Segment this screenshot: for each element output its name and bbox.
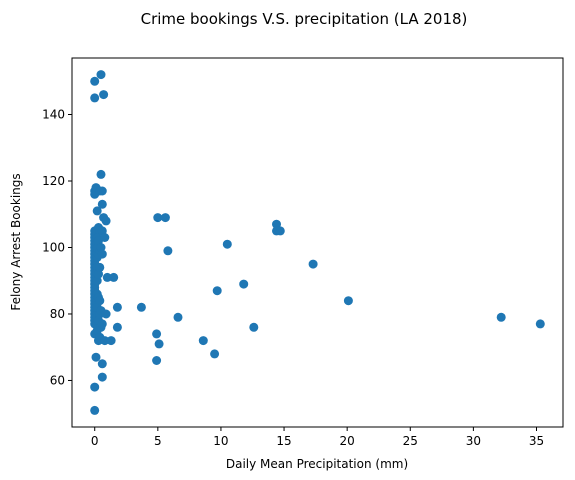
- y-tick-label: 140: [42, 108, 65, 122]
- data-point: [100, 233, 110, 242]
- data-point: [272, 219, 281, 229]
- data-point: [173, 312, 183, 322]
- data-point: [249, 322, 259, 332]
- data-point: [90, 76, 100, 86]
- data-point: [97, 199, 107, 209]
- y-axis-ticks: 60 80 100 120 140: [42, 108, 72, 387]
- data-point: [94, 269, 103, 279]
- data-point: [212, 286, 222, 296]
- y-axis-label: Felony Arrest Bookings: [9, 173, 23, 310]
- data-point: [308, 259, 318, 269]
- x-tick-label: 30: [466, 434, 481, 448]
- x-tick-label: 15: [276, 434, 291, 448]
- data-point: [160, 213, 170, 223]
- y-tick-label: 60: [50, 373, 65, 387]
- data-point: [222, 239, 232, 249]
- x-axis-ticks: 0 5 10 15 20 25 30 35: [91, 427, 544, 448]
- x-tick-label: 10: [213, 434, 228, 448]
- x-tick-label: 35: [529, 434, 544, 448]
- data-point: [152, 329, 162, 339]
- chart-title: Crime bookings V.S. precipitation (LA 20…: [141, 10, 468, 28]
- data-point: [95, 296, 105, 306]
- data-point: [163, 246, 173, 256]
- data-point: [95, 262, 105, 272]
- data-point: [97, 372, 107, 382]
- data-point: [97, 319, 107, 329]
- x-tick-label: 25: [403, 434, 418, 448]
- data-point: [275, 226, 285, 236]
- x-tick-label: 5: [154, 434, 162, 448]
- data-point: [210, 349, 220, 359]
- data-point: [109, 272, 119, 282]
- data-point: [198, 336, 208, 346]
- x-axis-label: Daily Mean Precipitation (mm): [226, 457, 408, 471]
- data-point: [92, 206, 102, 216]
- data-point: [535, 319, 545, 329]
- data-points: [90, 70, 545, 415]
- data-point: [136, 302, 146, 312]
- y-tick-label: 80: [50, 307, 65, 321]
- plot-frame: [71, 57, 564, 428]
- data-point: [90, 405, 100, 415]
- data-point: [343, 296, 353, 306]
- data-point: [96, 169, 106, 179]
- data-point: [106, 336, 116, 346]
- data-point: [97, 359, 107, 369]
- data-point: [101, 309, 111, 319]
- data-point: [100, 336, 110, 346]
- data-point: [496, 312, 506, 322]
- data-point: [153, 213, 163, 223]
- data-point: [96, 70, 106, 80]
- data-point: [112, 302, 122, 312]
- data-point: [90, 93, 100, 103]
- y-tick-label: 120: [42, 174, 65, 188]
- data-point: [152, 356, 162, 365]
- data-point: [101, 216, 111, 226]
- data-point: [97, 249, 107, 259]
- data-point: [112, 322, 122, 332]
- data-point: [102, 272, 112, 282]
- x-tick-label: 0: [91, 434, 99, 448]
- data-point: [97, 186, 107, 196]
- y-tick-label: 100: [42, 240, 65, 254]
- data-point: [99, 90, 109, 100]
- data-point: [154, 339, 164, 349]
- x-tick-label: 20: [340, 434, 355, 448]
- data-point: [90, 382, 100, 392]
- data-point: [239, 279, 249, 289]
- data-point: [91, 352, 101, 362]
